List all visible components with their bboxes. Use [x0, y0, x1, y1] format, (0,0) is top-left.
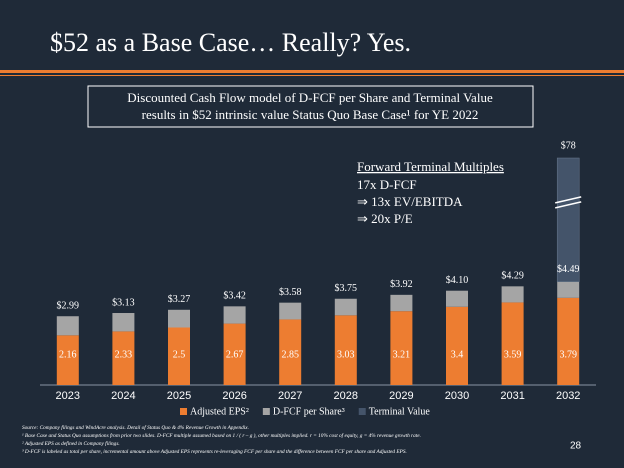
footnotes: Source: Company filings and WindAcre ana… — [22, 424, 421, 455]
annotation-line: 17x D-FCF — [357, 177, 417, 192]
bar-segment — [112, 313, 135, 332]
total-label: $2.99 — [57, 301, 80, 312]
x-tick-label: 2026 — [222, 390, 246, 402]
value-label: 3.59 — [504, 349, 522, 360]
value-label: 2.85 — [281, 349, 299, 360]
total-label: $4.49 — [557, 264, 580, 275]
bar-segment — [279, 302, 302, 320]
value-label: 3.79 — [559, 349, 577, 360]
value-label: 2.5 — [173, 349, 186, 360]
x-tick-label: 2030 — [445, 390, 469, 402]
bar-segment — [279, 319, 302, 385]
annotation-heading: Forward Terminal Multiples — [357, 159, 504, 174]
legend-swatch — [358, 408, 366, 415]
legend-label: D-FCF per Share³ — [273, 406, 345, 417]
value-label: 2.33 — [115, 349, 133, 360]
legend-swatch — [262, 408, 270, 415]
legend-label: Terminal Value — [369, 406, 431, 417]
bar-segment — [557, 297, 580, 385]
total-label: $3.58 — [279, 287, 302, 298]
total-label: $3.42 — [223, 291, 246, 302]
bar-segment — [557, 281, 580, 298]
total-label: $3.13 — [112, 297, 135, 308]
x-tick-label: 2027 — [278, 390, 302, 402]
footnote: ¹ Base Case and Status Quo assumptions f… — [22, 432, 421, 439]
bar-segment — [334, 315, 357, 385]
bar-segment — [56, 335, 79, 385]
slide-title: $52 as a Base Case… Really? Yes. — [50, 28, 411, 57]
value-label: 3.03 — [337, 349, 355, 360]
value-label: 2.16 — [59, 349, 77, 360]
bar-segment — [223, 323, 246, 385]
total-label: $3.75 — [335, 283, 358, 294]
x-tick-label: 2023 — [56, 390, 80, 402]
bar-segment — [334, 298, 357, 316]
bar-segment — [390, 294, 413, 312]
total-label: $4.29 — [501, 271, 524, 282]
annotation-line: ⇒ 13x EV/EBITDA — [357, 194, 463, 209]
value-label: 2.67 — [226, 349, 244, 360]
footnote: ² Adjusted EPS as defined in Company fil… — [22, 440, 120, 447]
bar-segment — [223, 306, 246, 324]
bar-segment — [168, 327, 190, 385]
total-label: $4.10 — [446, 275, 469, 286]
legend-swatch — [180, 408, 187, 415]
summary-line: Discounted Cash Flow model of D-FCF per … — [127, 90, 493, 105]
total-label: $3.92 — [390, 279, 413, 290]
bar-segment — [501, 302, 524, 385]
chart: 2023 2.16 $2.99 2024 2.33 $3.13 2025 2.5 $3.27 20… — [40, 140, 596, 417]
value-label: 3.21 — [393, 349, 411, 360]
grand-total-label: $78 — [561, 140, 576, 151]
x-tick-label: 2025 — [167, 390, 191, 402]
bar-segment — [168, 309, 190, 328]
footnote: ³ D-FCF is labeled as total per share, i… — [22, 448, 407, 455]
bar-segment — [56, 316, 79, 336]
legend-label: Adjusted EPS² — [190, 406, 249, 417]
bar-segment — [112, 331, 135, 385]
x-tick-label: 2024 — [111, 390, 135, 402]
x-tick-label: 2032 — [556, 390, 580, 402]
title-rule — [0, 70, 624, 73]
page-number: 28 — [570, 441, 582, 452]
bar-segment — [390, 311, 413, 385]
bar-segment — [501, 286, 524, 303]
footnote: Source: Company filings and WindAcre ana… — [22, 424, 249, 431]
value-label: 3.4 — [451, 349, 464, 360]
axis-break — [555, 201, 582, 209]
summary-box — [87, 85, 534, 128]
axis-break — [555, 196, 582, 204]
x-tick-label: 2031 — [500, 390, 524, 402]
annotation-line: ⇒ 20x P/E — [357, 211, 413, 226]
summary-line: results in $52 intrinsic value Status Qu… — [142, 107, 479, 122]
bar-segment — [446, 290, 468, 307]
x-tick-label: 2029 — [389, 390, 413, 402]
total-label: $3.27 — [168, 294, 191, 305]
bar-segment — [446, 306, 468, 385]
bar-segment — [556, 157, 580, 282]
x-tick-label: 2028 — [334, 390, 358, 402]
title-rule-thin — [0, 75, 624, 76]
